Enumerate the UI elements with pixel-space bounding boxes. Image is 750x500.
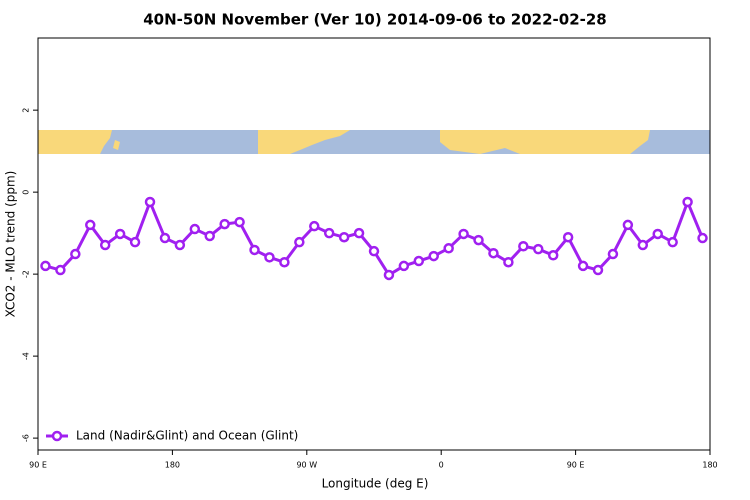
data-point — [189, 223, 201, 235]
data-point — [428, 250, 439, 262]
data-point — [637, 239, 649, 251]
x-tick-label: 180 — [165, 461, 180, 470]
data-point — [353, 227, 365, 239]
data-point — [533, 243, 544, 255]
data-point — [159, 232, 171, 244]
legend-label: Land (Nadir&Glint) and Ocean (Glint) — [76, 429, 298, 443]
data-point — [652, 228, 663, 240]
data-point — [473, 234, 484, 246]
x-tick-label: 90 W — [296, 461, 317, 470]
data-point — [70, 248, 81, 260]
y-tick-label: 0 — [22, 190, 31, 195]
data-point — [294, 236, 305, 248]
plot-frame — [37, 37, 711, 451]
land — [113, 140, 120, 150]
data-point — [55, 264, 66, 276]
data-point — [607, 248, 619, 260]
y-tick-label: 2 — [22, 108, 31, 113]
data-point — [279, 256, 290, 268]
x-axis-label: Longitude (deg E) — [322, 477, 429, 491]
data-point — [398, 260, 410, 272]
land — [258, 130, 350, 154]
data-point — [503, 256, 514, 268]
data-point — [249, 244, 260, 256]
data-point — [338, 231, 350, 243]
data-point — [518, 241, 529, 252]
data-point — [562, 231, 574, 243]
data-point — [129, 236, 141, 248]
data-point — [667, 236, 678, 248]
land — [440, 130, 650, 154]
data-point — [174, 239, 186, 251]
land — [38, 130, 112, 154]
y-tick-label: -4 — [22, 352, 31, 360]
data-point — [458, 228, 469, 240]
series-line — [45, 197, 704, 277]
data-point — [85, 219, 96, 231]
data-point — [368, 245, 380, 257]
y-axis-label: XCO2 - MLO trend (ppm) — [4, 171, 18, 318]
data-point — [264, 252, 275, 263]
data-point — [219, 218, 230, 230]
data-point — [682, 196, 693, 208]
data-point — [323, 227, 335, 239]
data-point — [697, 232, 708, 244]
data-point — [40, 260, 51, 272]
data-point — [309, 220, 320, 232]
chart-title: 40N-50N November (Ver 10) 2014-09-06 to … — [143, 11, 606, 29]
data-point — [144, 196, 156, 208]
data-point — [413, 255, 425, 267]
data-point — [577, 260, 589, 272]
data-point — [234, 216, 245, 228]
y-tick-label: -2 — [22, 270, 31, 278]
y-tick-label: -6 — [22, 434, 31, 442]
data-point — [383, 269, 395, 281]
data-point — [443, 243, 454, 254]
x-tick-label: 90 E — [29, 461, 47, 470]
legend-marker — [51, 430, 63, 442]
x-tick-label: 0 — [439, 461, 444, 470]
data-point — [99, 239, 111, 251]
map-strip — [38, 130, 710, 154]
data-point — [622, 219, 634, 231]
data-point — [488, 247, 499, 259]
x-tick-label: 90 E — [567, 461, 585, 470]
data-point — [547, 250, 559, 261]
data-point — [204, 230, 215, 242]
data-point — [114, 228, 126, 240]
x-tick-label: 180 — [702, 461, 717, 470]
data-point — [592, 264, 604, 276]
